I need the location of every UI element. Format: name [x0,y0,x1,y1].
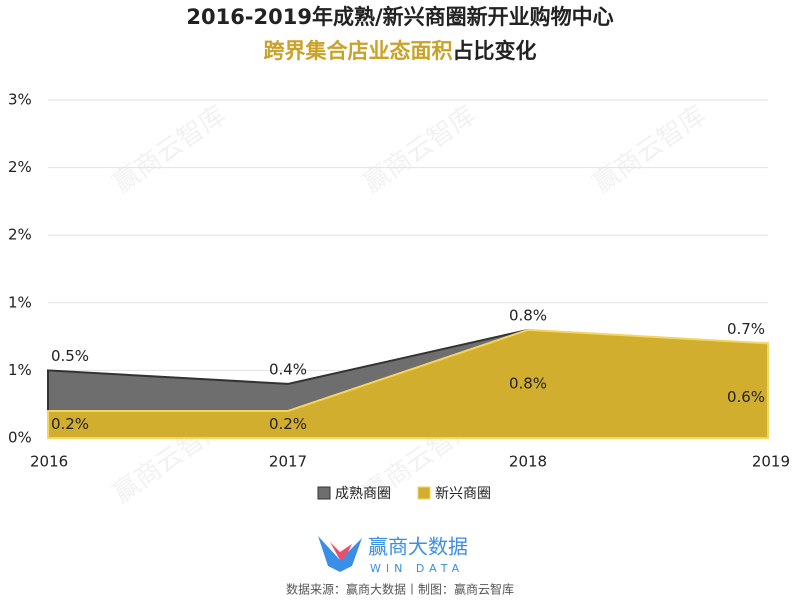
data-label: 0.8% [509,306,547,324]
x-tick-label: 2019 [752,453,790,471]
chart-subtitle: 跨界集合店业态面积占比变化 [264,39,537,63]
legend-label: 成熟商圈 [335,486,391,502]
y-tick-label: 3% [8,91,32,109]
data-label: 0.7% [727,320,765,338]
logo-text: 赢商大数据 [368,535,468,559]
logo: 赢商大数据 WIN DATA [318,535,468,575]
legend-swatch [317,486,331,500]
data-label: 0.5% [51,347,89,365]
legend-label: 新兴商圈 [435,486,491,502]
watermark: 赢商云智库 [588,100,712,199]
x-tick-label: 2017 [269,453,307,471]
y-tick-label: 1% [8,361,32,379]
data-label: 0.4% [269,360,307,378]
logo-icon-accent [330,542,352,560]
chart-title: 2016-2019年成熟/新兴商圈新开业购物中心 [186,5,613,29]
source: 数据来源：赢商大数据丨制图：赢商云智库 [286,582,514,597]
subtitle-highlight: 跨界集合店业态面积 [264,39,453,63]
data-label: 0.6% [727,388,765,406]
subtitle: 占比变化 [453,39,537,63]
x-tick-label: 2018 [509,453,547,471]
x-tick-label: 2016 [30,453,68,471]
y-tick-label: 0% [8,429,32,447]
y-tick-label: 1% [8,293,32,311]
data-label: 0.8% [509,374,547,392]
logo-icon [318,536,362,572]
data-label: 0.2% [269,415,307,433]
y-tick-label: 2% [8,158,32,176]
data-label: 0.2% [51,415,89,433]
area [47,328,769,439]
logo-sub: WIN DATA [370,562,464,575]
watermark: 赢商云智库 [108,100,232,199]
watermark: 赢商云智库 [358,100,482,199]
y-tick-label: 2% [8,226,32,244]
legend-swatch [417,486,431,500]
